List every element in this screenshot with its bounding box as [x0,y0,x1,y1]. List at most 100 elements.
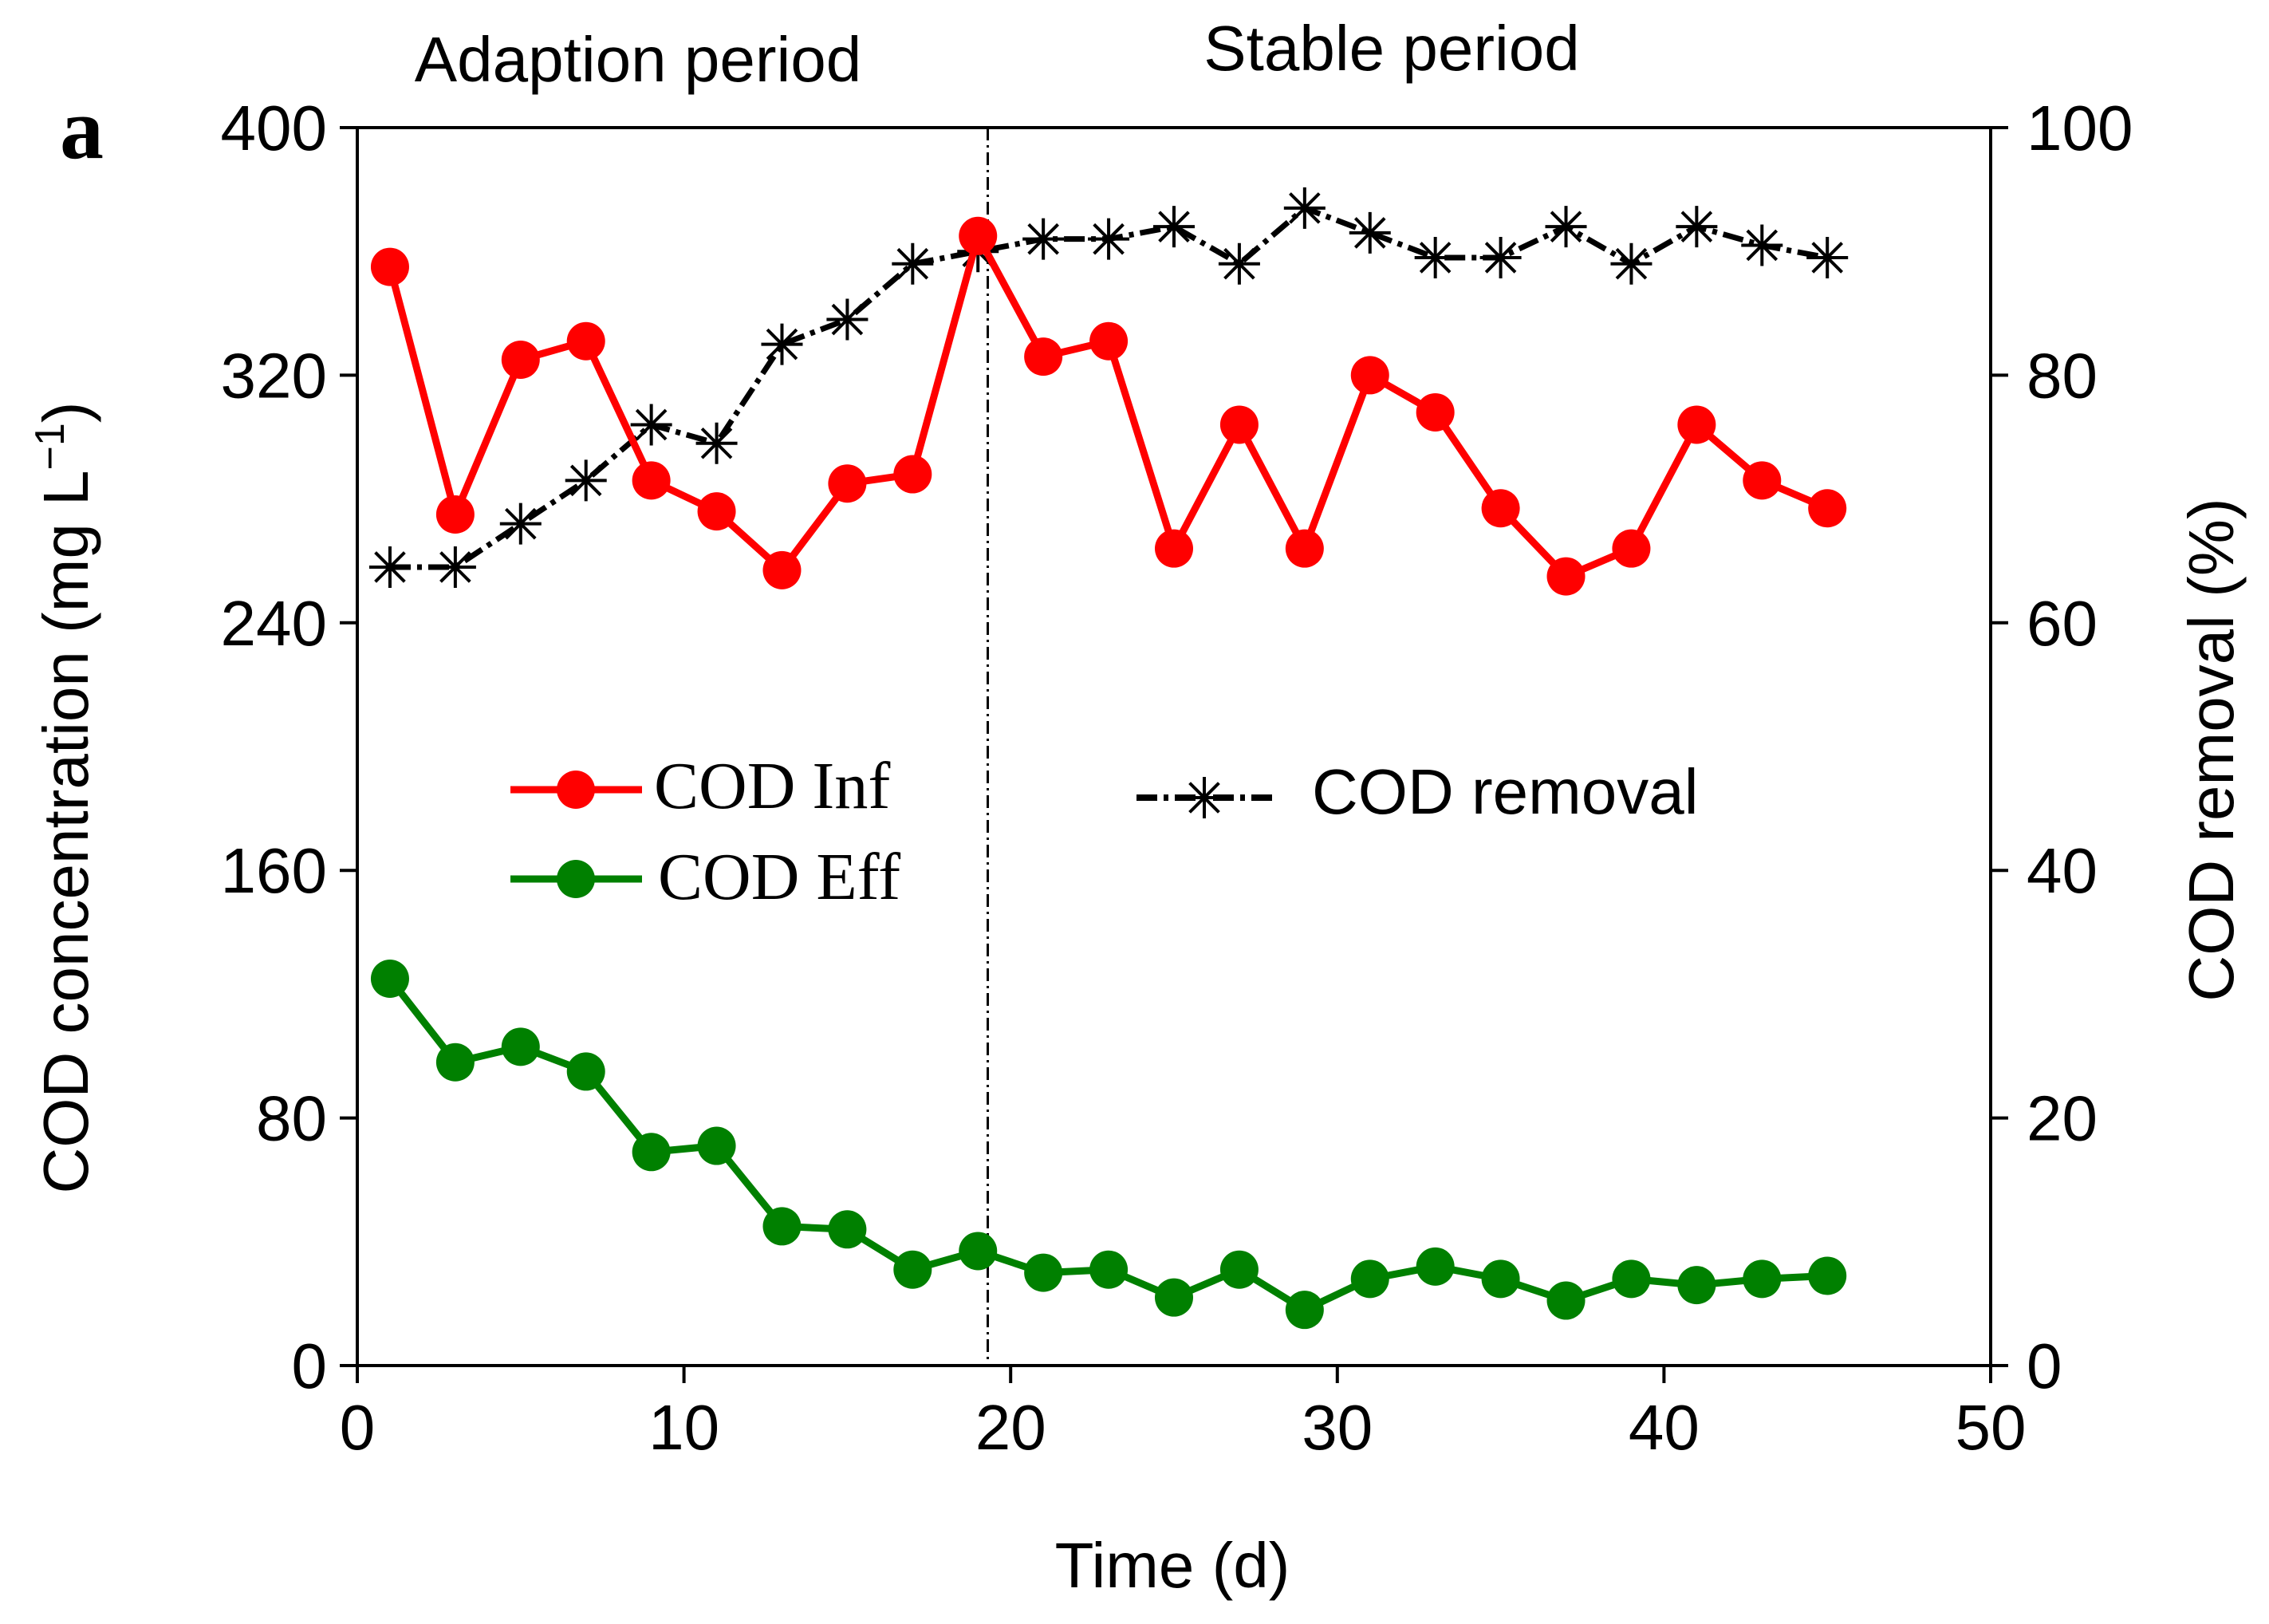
left-axis-title: COD concentration (mg L−1) [27,402,101,1194]
data-point [762,1207,802,1246]
asterisk-stroke [1419,242,1452,274]
data-point [1481,489,1520,528]
legend-removal-label: COD removal [1312,756,1699,827]
left-tick-label: 320 [221,340,327,411]
data-point [435,1043,475,1082]
x-tick-label: 50 [1956,1392,2027,1463]
x-tick-label: 0 [340,1392,376,1463]
data-point [695,422,738,464]
data-point [1808,1256,1847,1295]
legend-eff-label: COD Eff [658,840,900,914]
left-tick-label: 240 [221,588,327,659]
data-point [1416,392,1455,432]
x-tick-label: 20 [975,1392,1046,1463]
x-tick-label: 30 [1302,1392,1373,1463]
right-tick-label: 80 [2027,340,2098,411]
series-cod-removal [368,187,1849,588]
legend-inf-marker [557,771,595,809]
data-point [1612,529,1651,568]
data-point [1024,337,1063,376]
data-point [828,1210,867,1249]
x-axis-ticks: 0 10 20 30 40 50 [340,1366,2027,1463]
legend-inf-label: COD Inf [654,749,890,823]
data-point [1545,206,1587,248]
series-cod-eff [370,960,1847,1330]
data-point [435,495,475,534]
data-point [1743,461,1782,500]
left-axis-title-superscript: −1 [27,423,73,470]
data-point [1349,211,1391,254]
data-point [1741,224,1783,266]
series-cod-inf [370,216,1847,596]
left-axis-title-close: ) [30,402,101,424]
data-point [632,1133,671,1172]
data-point [697,492,736,531]
data-point [368,546,411,588]
right-axis-title: COD removal (%) [2176,498,2247,1001]
asterisk-stroke [831,303,864,336]
data-point [697,1126,736,1165]
asterisk-stroke [1027,223,1059,255]
data-point [1088,218,1130,260]
data-point [370,247,409,286]
asterisk-stroke [1811,242,1843,274]
data-point [632,461,671,500]
right-tick-label: 20 [2027,1083,2098,1154]
data-point [761,323,803,365]
legend-removal-asterisk [1184,777,1225,818]
data-point [1808,489,1847,528]
data-point [1024,1253,1063,1292]
asterisk-stroke [1289,192,1321,224]
data-point [630,404,672,446]
left-tick-label: 80 [256,1083,327,1154]
data-point [892,242,934,285]
asterisk-stroke [1746,229,1779,262]
data-point [1218,242,1260,285]
data-point [1089,321,1129,361]
asterisk-stroke [505,507,537,540]
data-point [565,459,607,502]
asterisk-stroke [896,247,929,280]
asterisk-stroke [374,551,406,583]
panel-label: a [60,80,104,177]
data-point [893,1250,932,1289]
x-tick-label: 10 [648,1392,719,1463]
right-tick-label: 100 [2027,93,2133,164]
data-point [959,216,998,255]
data-point [1350,1259,1389,1299]
legend-removal: COD removal [1136,756,1699,827]
x-tick-label: 40 [1629,1392,1700,1463]
plot-frame [356,126,1992,1367]
asterisk-stroke [1550,211,1582,242]
x-axis-title: Time (d) [1055,1530,1290,1601]
asterisk-stroke [1223,247,1255,280]
data-point [1677,405,1716,444]
stable-period-label: Stable period [1203,13,1579,84]
data-point [1285,1291,1324,1330]
data-point [370,960,409,998]
asterisk-stroke [1353,217,1386,249]
data-point [501,341,540,379]
asterisk-stroke [1093,223,1125,255]
data-point [1610,242,1653,285]
data-point [1285,529,1324,568]
data-point [1677,1266,1716,1305]
legend-removal-marker [1184,777,1225,818]
asterisk-stroke [1680,211,1713,242]
data-point [1416,1247,1455,1286]
data-point [499,503,542,545]
data-point [1089,1250,1129,1289]
data-point [566,321,605,361]
data-point [501,1027,540,1066]
data-point [828,464,867,503]
data-point [434,546,476,588]
data-point [959,1232,998,1271]
data-point [1022,218,1065,260]
right-tick-label: 0 [2027,1330,2062,1401]
data-point [1350,356,1389,395]
asterisk-stroke [439,551,471,583]
adaption-period-label: Adaption period [415,24,861,95]
data-point [1676,206,1718,248]
asterisk-stroke [1615,247,1648,280]
